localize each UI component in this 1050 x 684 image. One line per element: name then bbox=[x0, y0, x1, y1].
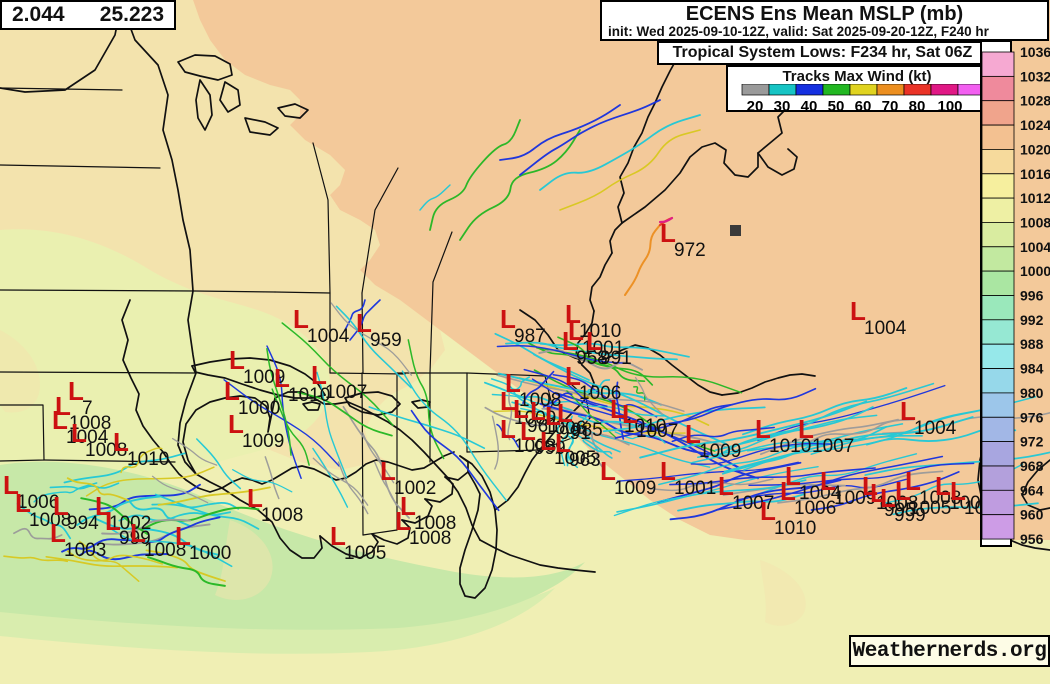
svg-text:60: 60 bbox=[855, 98, 872, 114]
svg-text:964: 964 bbox=[1020, 482, 1044, 498]
svg-text:20: 20 bbox=[747, 98, 764, 114]
svg-text:30: 30 bbox=[774, 98, 791, 114]
svg-text:100: 100 bbox=[937, 98, 962, 114]
svg-text:1008: 1008 bbox=[1020, 214, 1050, 230]
svg-text:980: 980 bbox=[1020, 385, 1044, 401]
svg-text:1000: 1000 bbox=[1020, 263, 1050, 279]
svg-text:996: 996 bbox=[1020, 288, 1044, 304]
svg-text:968: 968 bbox=[1020, 458, 1044, 474]
svg-text:988: 988 bbox=[1020, 336, 1044, 352]
svg-text:1004: 1004 bbox=[1020, 239, 1050, 255]
svg-text:80: 80 bbox=[909, 98, 926, 114]
svg-text:1016: 1016 bbox=[1020, 166, 1050, 182]
svg-text:956: 956 bbox=[1020, 531, 1044, 547]
svg-text:1024: 1024 bbox=[1020, 117, 1050, 133]
svg-text:1020: 1020 bbox=[1020, 141, 1050, 157]
svg-text:976: 976 bbox=[1020, 409, 1044, 425]
svg-text:960: 960 bbox=[1020, 507, 1044, 523]
svg-text:40: 40 bbox=[801, 98, 818, 114]
svg-text:70: 70 bbox=[882, 98, 899, 114]
svg-text:1028: 1028 bbox=[1020, 93, 1050, 109]
svg-text:1032: 1032 bbox=[1020, 68, 1050, 84]
svg-text:972: 972 bbox=[1020, 434, 1044, 450]
svg-text:1012: 1012 bbox=[1020, 190, 1050, 206]
svg-text:992: 992 bbox=[1020, 312, 1044, 328]
svg-text:984: 984 bbox=[1020, 361, 1044, 377]
svg-text:1036: 1036 bbox=[1020, 44, 1050, 60]
svg-text:50: 50 bbox=[828, 98, 845, 114]
